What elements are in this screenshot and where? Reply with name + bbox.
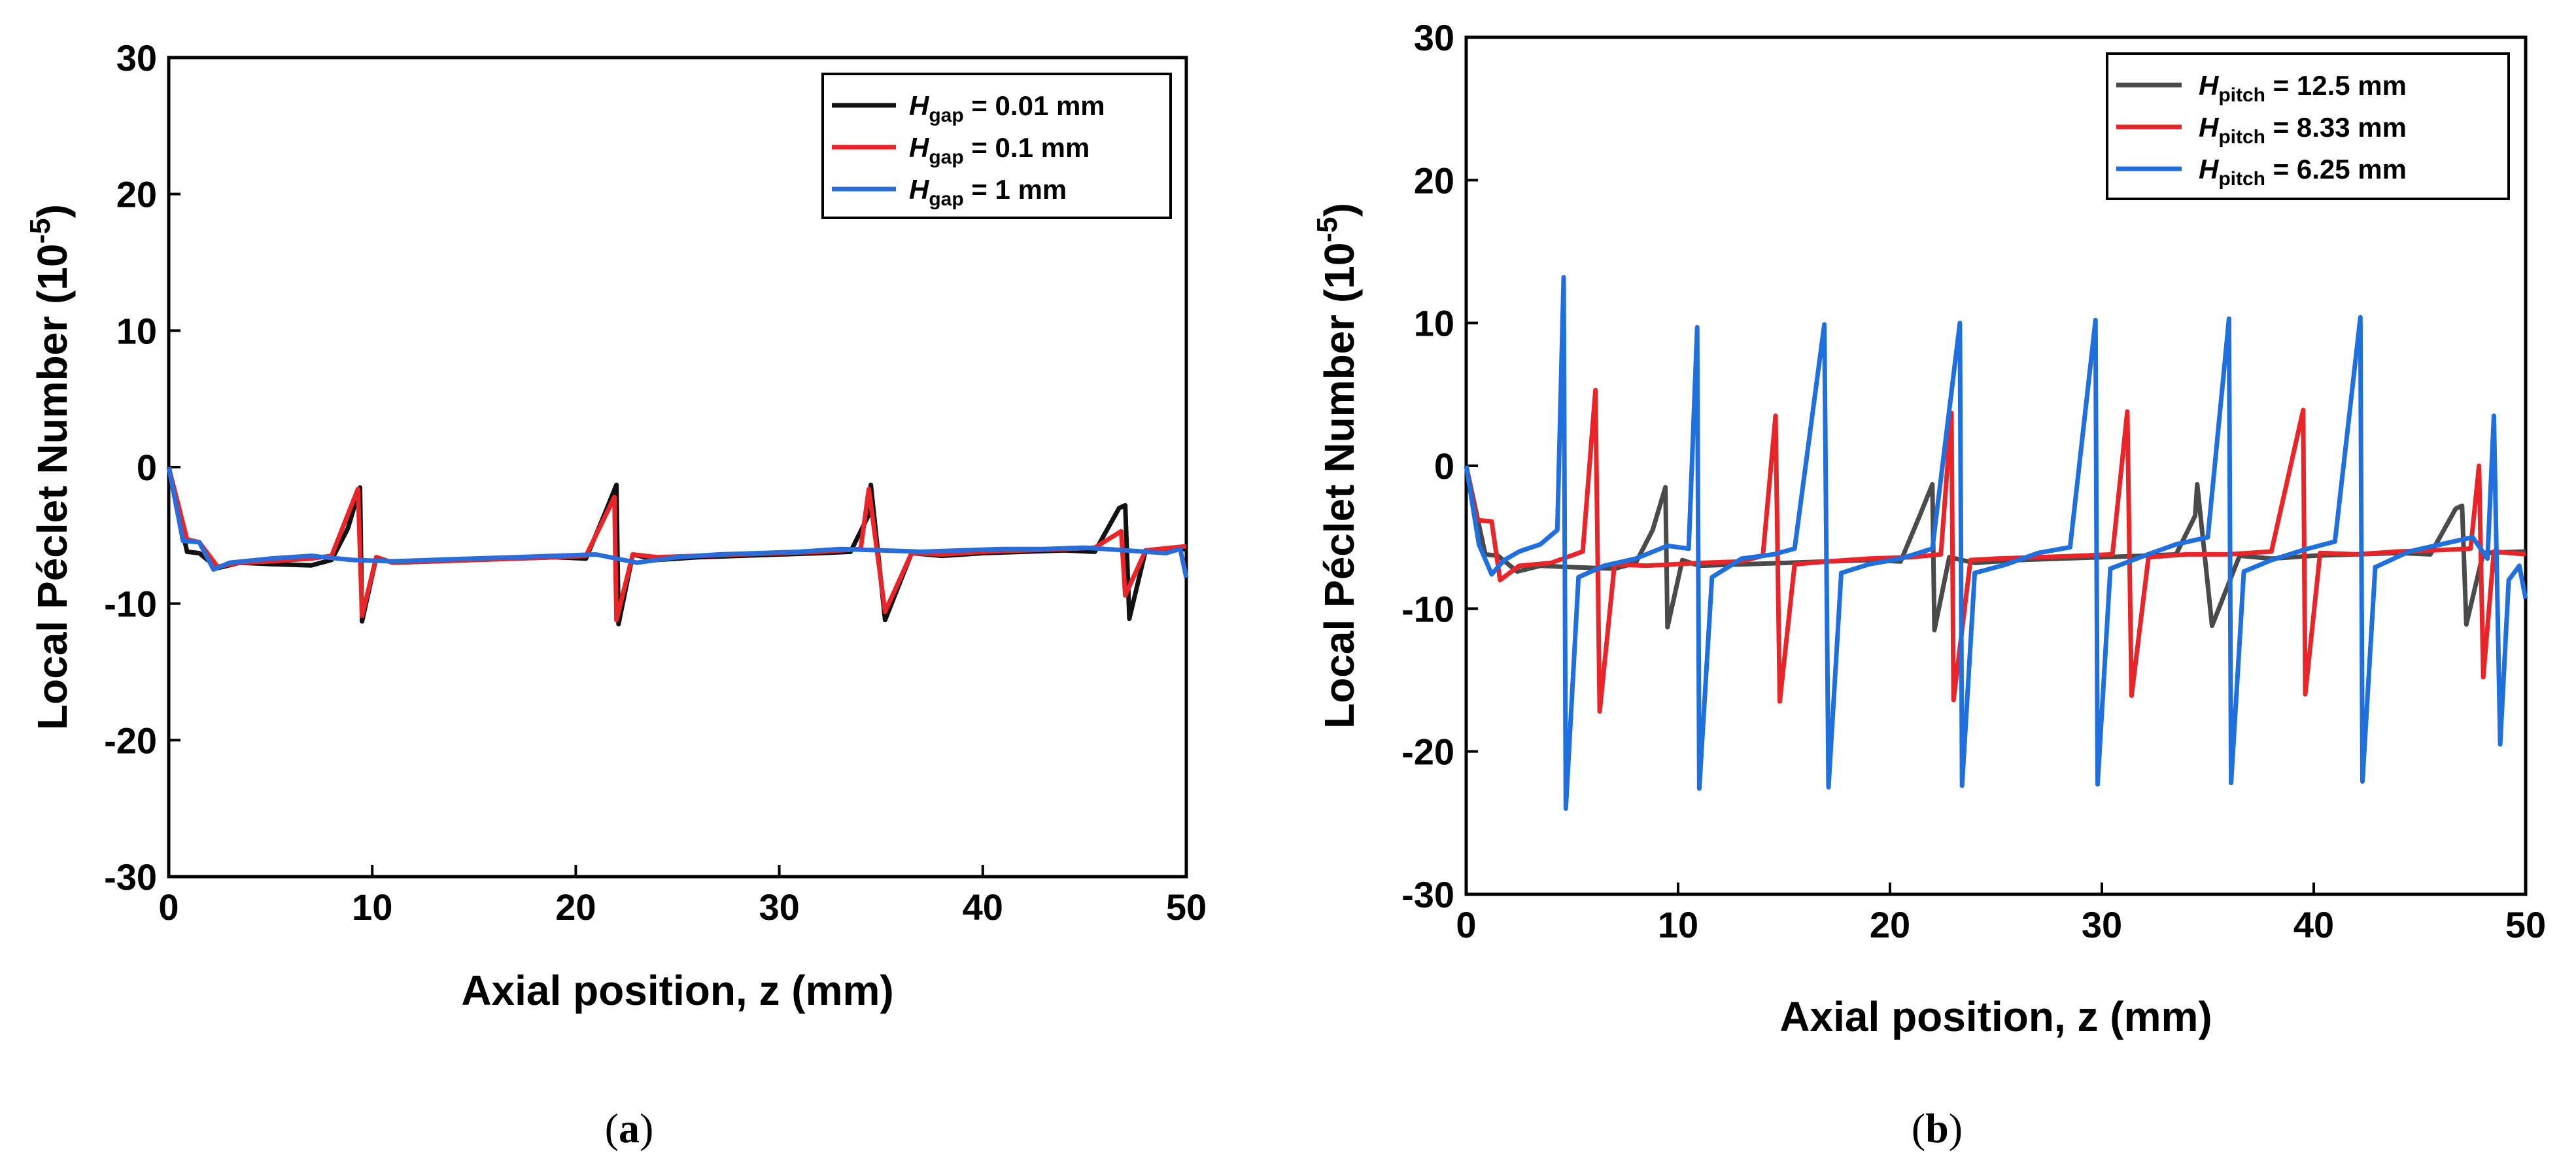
x-tick-label-a-50: 50 (1166, 886, 1207, 928)
caption-b: (b) (1912, 1105, 1963, 1151)
y-tick-label-b--10: -10 (1401, 588, 1454, 629)
ticks-b: 0 10 20 30 40 50 30 20 10 0 -10 -20 -30 (1401, 17, 2546, 945)
legend-a: Hgap = 0.01 mm Hgap = 0.1 mm Hgap = 1 mm (821, 73, 1172, 219)
y-tick-label-b-20: 20 (1414, 160, 1454, 201)
series-line-a-2 (166, 466, 1189, 578)
legend-items-a: Hgap = 0.01 mm Hgap = 0.1 mm Hgap = 1 mm (832, 90, 1105, 210)
legend-label-a-2: Hgap = 1 mm (909, 174, 1067, 210)
x-tick-label-a-30: 30 (759, 886, 799, 928)
y-tick-label-a-10: 10 (116, 310, 157, 351)
x-tick-label-b-40: 40 (2293, 904, 2334, 945)
y-tick-label-a--10: -10 (104, 584, 157, 625)
series-line-b-0 (1464, 465, 2526, 633)
x-tick-label-b-20: 20 (1870, 904, 1910, 945)
ticks-a: 0 10 20 30 40 50 30 20 10 0 -10 -20 -30 (104, 37, 1207, 928)
legend-b: Hpitch = 12.5 mm Hpitch = 8.33 mm Hpitch =… (2106, 52, 2510, 200)
y-tick-label-a-30: 30 (116, 37, 157, 79)
x-tick-label-a-10: 10 (352, 886, 392, 928)
y-tick-label-a-20: 20 (116, 174, 157, 215)
series-a (166, 466, 1189, 627)
legend-label-b-1: Hpitch = 8.33 mm (2199, 112, 2407, 148)
chart-panel-b: 0 10 20 30 40 50 30 20 10 0 -10 -20 -30 Axial positi… (1311, 17, 2546, 1151)
legend-items-b: Hpitch = 12.5 mm Hpitch = 8.33 mm Hpitch =… (2116, 70, 2407, 190)
x-tick-label-a-0: 0 (158, 886, 179, 928)
y-tick-label-b-0: 0 (1434, 446, 1454, 487)
y-tick-label-b-10: 10 (1414, 303, 1454, 344)
x-tick-label-b-30: 30 (2082, 904, 2122, 945)
y-axis-label-a: Local Péclet Number (10-5) (24, 204, 76, 730)
series-line-b-1 (1464, 387, 2526, 714)
x-axis-label-b: Axial position, z (mm) (1779, 993, 2212, 1040)
series-b (1464, 275, 2528, 811)
x-tick-label-b-50: 50 (2505, 904, 2546, 945)
y-axis-label-b: Local Péclet Number (10-5) (1311, 203, 1363, 729)
x-tick-label-a-40: 40 (963, 886, 1003, 928)
y-tick-label-b-30: 30 (1414, 17, 1454, 58)
legend-label-a-1: Hgap = 0.1 mm (909, 132, 1090, 168)
chart-panel-a: 0 10 20 30 40 50 30 20 10 0 -10 -20 -30 Axial positi… (24, 37, 1207, 1151)
y-tick-label-b--30: -30 (1401, 874, 1454, 915)
y-tick-label-a--20: -20 (104, 720, 157, 761)
x-tick-label-a-20: 20 (555, 886, 596, 928)
x-axis-label-a: Axial position, z (mm) (461, 967, 893, 1014)
x-tick-label-b-10: 10 (1658, 904, 1698, 945)
caption-a: (a) (605, 1105, 654, 1151)
y-tick-label-b--20: -20 (1401, 731, 1454, 773)
x-tick-label-b-0: 0 (1456, 904, 1476, 945)
legend-label-b-0: Hpitch = 12.5 mm (2199, 70, 2407, 106)
y-tick-label-a-0: 0 (137, 447, 157, 488)
series-line-b-2 (1464, 275, 2528, 811)
y-tick-label-a--30: -30 (104, 856, 157, 898)
legend-label-a-0: Hgap = 0.01 mm (909, 90, 1105, 126)
series-line-a-0 (166, 466, 1187, 627)
series-line-a-1 (166, 466, 1187, 623)
legend-label-b-2: Hpitch = 6.25 mm (2199, 154, 2407, 190)
